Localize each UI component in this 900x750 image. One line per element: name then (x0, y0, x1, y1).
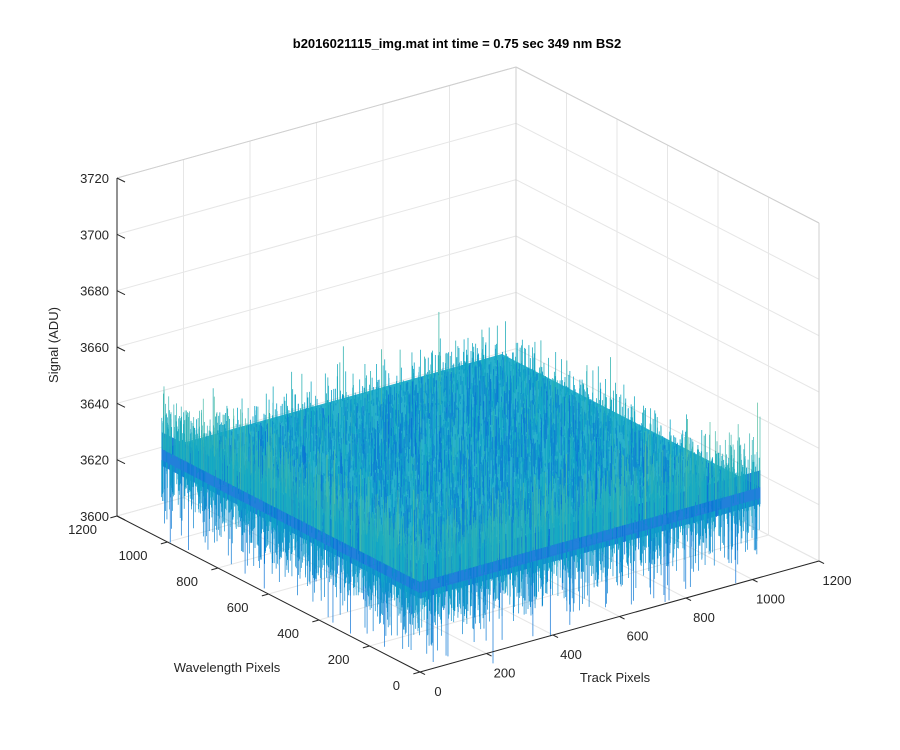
grid-line (515, 122, 820, 280)
box-edge (515, 66, 820, 224)
box-edge (116, 66, 517, 179)
grid-line (515, 235, 820, 393)
grid-line (116, 122, 517, 235)
grid-line (515, 179, 820, 337)
surface-plot (161, 311, 761, 664)
grid-line (116, 179, 517, 292)
grid-line (116, 291, 517, 404)
grid-line (116, 235, 517, 348)
grid-line (515, 291, 820, 449)
